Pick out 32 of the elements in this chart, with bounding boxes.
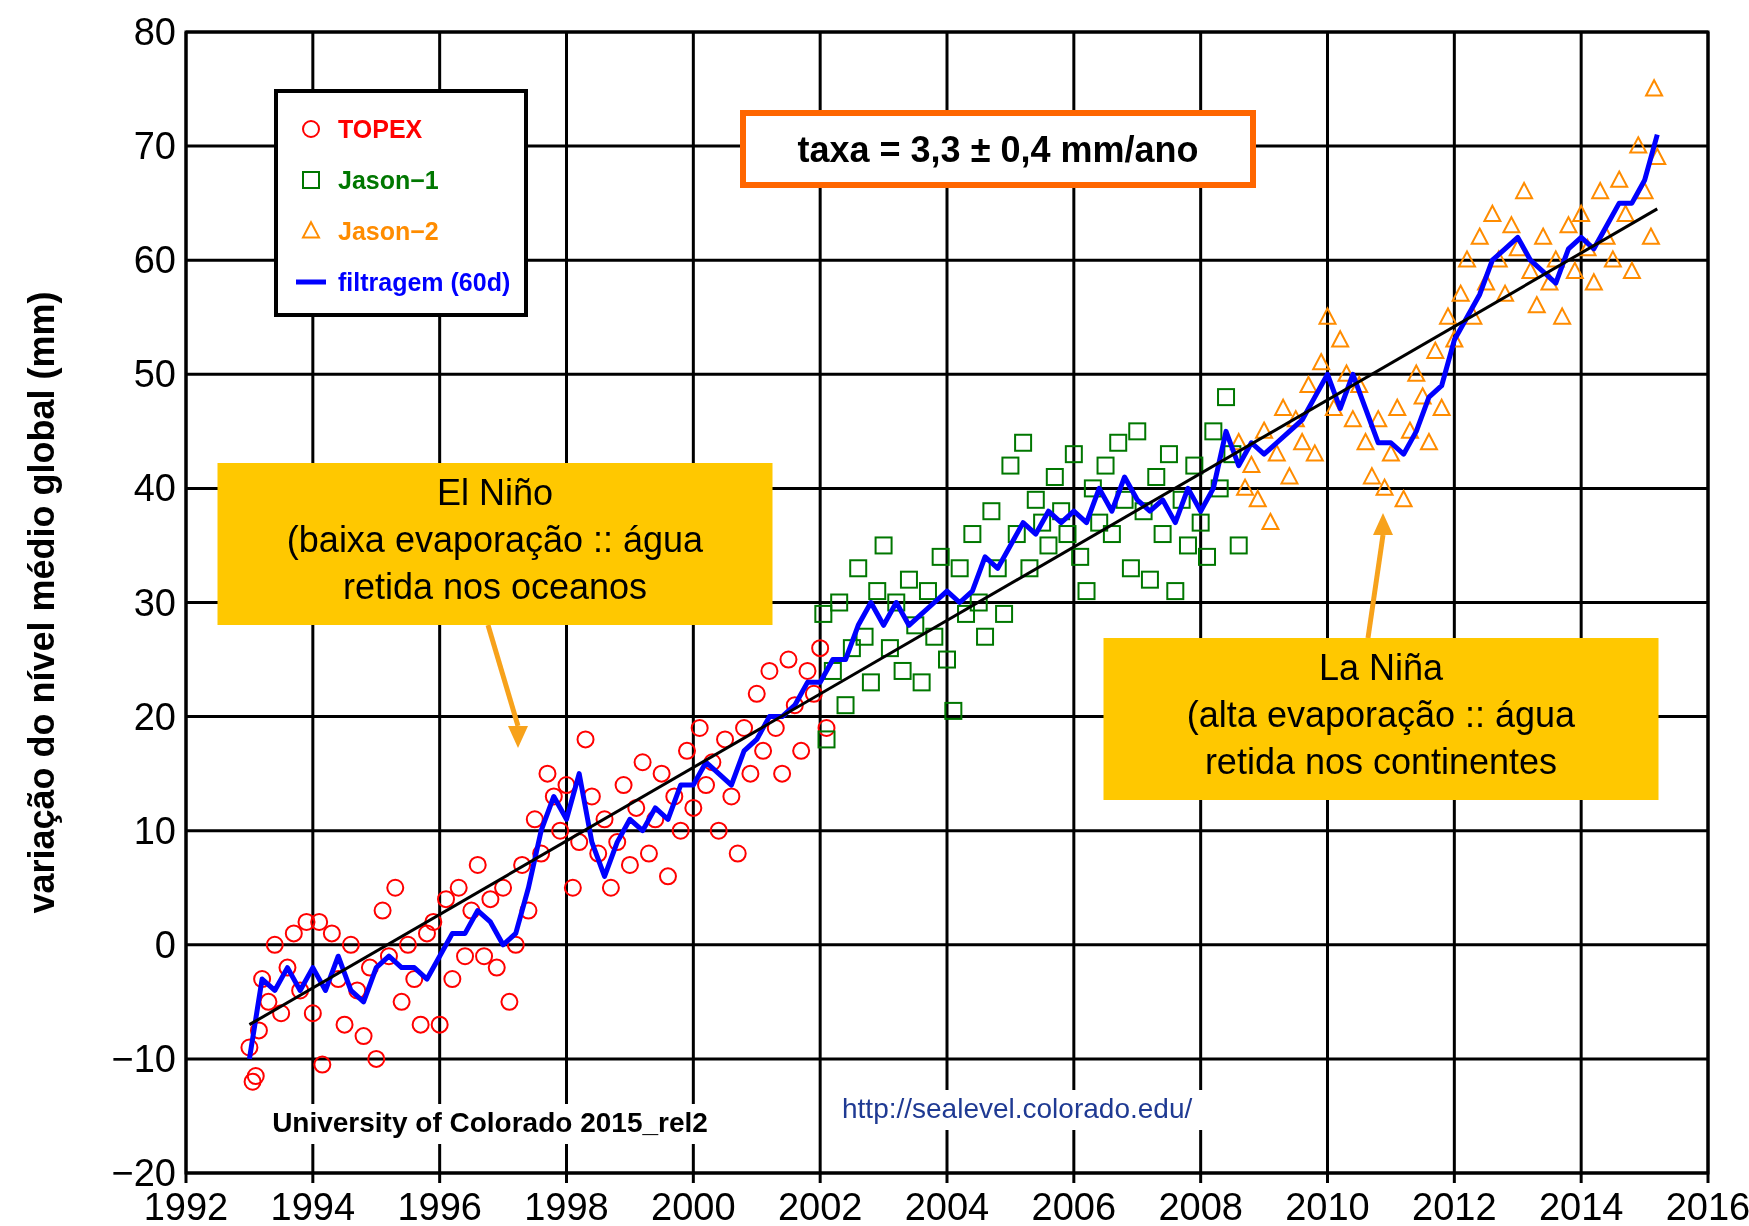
annotation: La Niña (alta evaporação :: água retida nos continentes [1186, 647, 1577, 782]
x-tick-label: 2002 [777, 1186, 863, 1226]
x-tick-label: 2004 [904, 1186, 990, 1226]
y-tick-label: 80 [133, 11, 176, 53]
y-tick-label: 50 [133, 353, 176, 396]
annotation: taxa = 3,3 ± 0,4 mm/ano [797, 129, 1199, 170]
x-tick-label: 1994 [270, 1186, 356, 1226]
x-tick-label: 2006 [1031, 1186, 1117, 1226]
legend-label: Jason−1 [338, 166, 439, 194]
y-axis-title: variação do nível médio global (mm) [21, 291, 62, 914]
x-tick-label: 1998 [524, 1186, 609, 1226]
annotation: http://sealevel.colorado.edu/ [842, 1093, 1193, 1124]
x-tick-label: 1996 [397, 1186, 482, 1226]
x-tick-label: 2012 [1412, 1186, 1497, 1226]
y-tick-label: 70 [133, 125, 176, 168]
annotation: El Niño (baixa evaporação :: água retida nos oceanos [286, 472, 705, 607]
x-tick-label: 2010 [1285, 1186, 1370, 1226]
y-tick-label: 0 [154, 923, 176, 966]
x-tick-label: 2016 [1665, 1186, 1749, 1226]
x-tick-label: 2000 [651, 1186, 736, 1226]
y-tick-label: 40 [133, 467, 176, 510]
x-tick-label: 2014 [1538, 1186, 1624, 1226]
y-tick-label: −10 [111, 1037, 176, 1080]
legend-label: TOPEX [338, 115, 423, 143]
legend-label: filtragem (60d) [338, 268, 511, 296]
legend-label: Jason−2 [338, 217, 439, 245]
x-tick-label: 2008 [1158, 1186, 1243, 1226]
annotation: University of Colorado 2015_rel2 [272, 1107, 708, 1138]
y-tick-label: 30 [133, 581, 176, 624]
y-tick-label: 10 [133, 809, 176, 852]
y-tick-label: 20 [133, 695, 176, 738]
y-tick-label: 60 [133, 239, 176, 282]
